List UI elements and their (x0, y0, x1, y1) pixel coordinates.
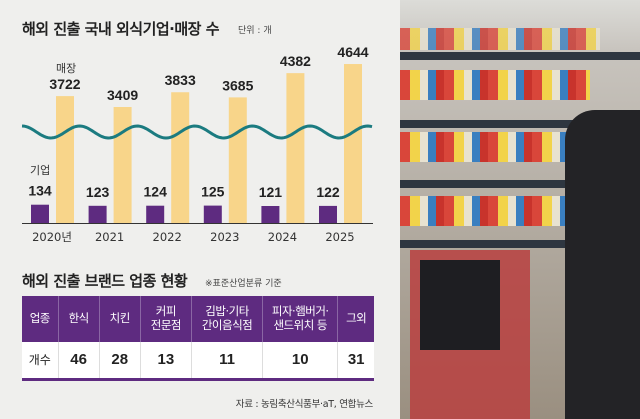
supermarket-photo (400, 0, 640, 419)
header-cell: 업종 (22, 296, 59, 342)
header-cell: 치킨 (98, 296, 141, 342)
table-note: ※표준산업분류 기준 (205, 279, 282, 289)
table-cell: 46 (57, 342, 100, 381)
series-label-firm: 기업 (30, 164, 50, 177)
year-tick-label: 2020년 (32, 230, 72, 244)
store-bar (344, 64, 362, 223)
firm-value-label: 124 (144, 184, 168, 200)
header-cell: 피자·햄버거· 샌드위치 등 (262, 296, 338, 342)
header-cell: 그외 (337, 296, 374, 342)
year-tick-label: 2023 (210, 230, 239, 244)
year-tick-label: 2024 (268, 230, 297, 244)
bar-chart: 134 3722 2020년 123 3409 2021 124 3833 2022 125 368… (21, 44, 373, 244)
firm-value-label: 123 (86, 184, 110, 200)
firm-bar (31, 204, 49, 223)
firm-value-label: 122 (316, 184, 340, 200)
firm-value-label: 121 (259, 184, 283, 200)
chart-title: 해외 진출 국내 외식기업·매장 수 (22, 20, 220, 38)
source-credit: 자료 : 농림축산식품부·aT, 연합뉴스 (235, 399, 374, 410)
table-title: 해외 진출 브랜드 업종 현황 (22, 272, 188, 290)
table-header-row: 업종 한식 치킨 커피 전문점 김밥·기타 간이음식점 피자·햄버거· 샌드위치… (22, 296, 374, 342)
firm-bar (146, 205, 165, 223)
axis-break-wave (21, 124, 373, 140)
row-label: 개수 (22, 342, 59, 381)
store-value-label: 3722 (49, 76, 80, 92)
store-bar (56, 96, 74, 223)
firm-bar (261, 206, 280, 223)
table-cell: 28 (98, 342, 141, 381)
firm-bar (319, 205, 337, 223)
store-value-label: 4644 (337, 44, 368, 60)
unit-label: 단위 : 개 (238, 26, 272, 36)
store-bar (228, 97, 247, 223)
store-value-label: 3409 (107, 87, 138, 103)
table-cell: 13 (139, 342, 192, 381)
header-cell: 김밥·기타 간이음식점 (190, 296, 263, 342)
year-tick-label: 2025 (325, 230, 354, 244)
store-bar (113, 107, 132, 223)
store-value-label: 4382 (280, 53, 311, 69)
store-bar (286, 73, 305, 223)
header-cell: 커피 전문점 (139, 296, 192, 342)
store-bar (171, 92, 190, 223)
firm-value-label: 125 (201, 184, 225, 200)
firm-bar (203, 205, 222, 223)
series-label-store: 매장 (56, 62, 76, 75)
table-row: 개수 46 28 13 11 10 31 (22, 342, 374, 381)
firm-value-label: 134 (28, 183, 52, 199)
firm-bar (88, 205, 107, 223)
store-value-label: 3685 (222, 77, 253, 93)
infographic-panel: 해외 진출 국내 외식기업·매장 수 단위 : 개 134 3722 2020년 12… (21, 20, 374, 410)
table-cell: 11 (190, 342, 263, 381)
table-cell: 10 (262, 342, 338, 381)
table-cell: 31 (337, 342, 374, 381)
year-tick-label: 2021 (95, 230, 124, 244)
header-cell: 한식 (57, 296, 100, 342)
store-value-label: 3833 (165, 72, 196, 88)
industry-table: 업종 한식 치킨 커피 전문점 김밥·기타 간이음식점 피자·햄버거· 샌드위치… (22, 296, 374, 381)
year-tick-label: 2022 (153, 230, 182, 244)
